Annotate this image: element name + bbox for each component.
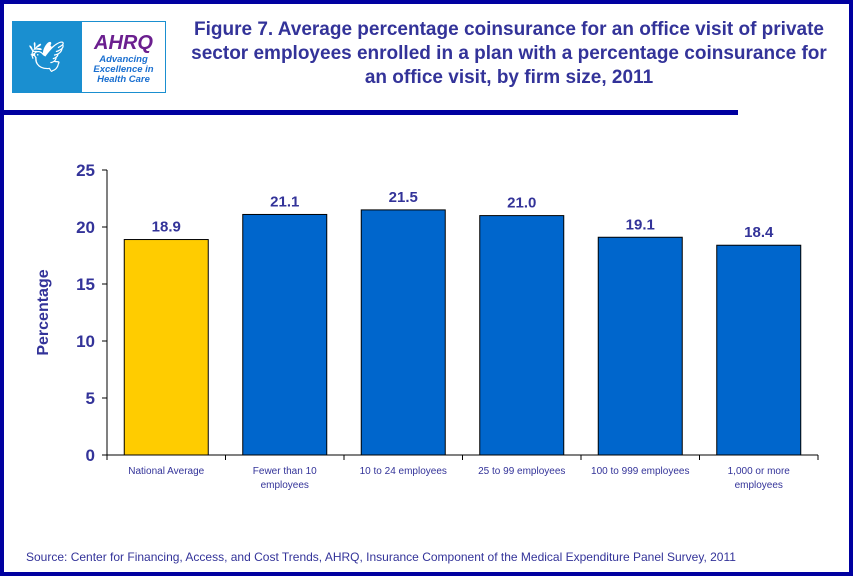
y-tick-label: 15 <box>76 275 95 294</box>
data-label: 18.4 <box>744 224 774 241</box>
y-axis-label: Percentage <box>35 269 52 355</box>
bar <box>716 244 802 456</box>
x-tick-label: employees <box>735 480 783 491</box>
ahrq-logo: 🕊 AHRQ Advancing Excellence in Health Ca… <box>12 21 166 93</box>
logo-tagline: Advancing Excellence in Health Care <box>93 54 154 85</box>
data-label: 18.9 <box>152 219 181 236</box>
data-label: 21.5 <box>389 189 418 206</box>
chart-title: Figure 7. Average percentage coinsurance… <box>191 19 827 88</box>
y-tick-label: 10 <box>76 332 95 351</box>
data-label: 21.1 <box>270 193 299 210</box>
logo-org: AHRQ <box>94 32 153 54</box>
bar <box>479 215 565 456</box>
header-divider <box>4 110 738 115</box>
bar <box>597 236 683 456</box>
data-label: 21.0 <box>507 195 536 212</box>
y-tick-label: 5 <box>86 389 95 408</box>
bar <box>123 239 209 456</box>
source-note: Source: Center for Financing, Access, an… <box>26 550 736 564</box>
x-tick-label: Fewer than 10 <box>253 466 317 477</box>
x-tick-label: National Average <box>128 466 204 477</box>
y-tick-label: 25 <box>76 161 95 180</box>
x-tick-label: employees <box>261 480 309 491</box>
y-tick-label: 0 <box>86 446 95 465</box>
x-tick-label: 100 to 999 employees <box>591 466 689 477</box>
data-label: 19.1 <box>626 216 655 233</box>
bar <box>242 213 328 456</box>
bar-chart: 0 5 10 15 20 25 Percentage 18.9 National Average… <box>35 161 819 491</box>
hhs-eagle-icon: 🕊 <box>12 21 81 93</box>
y-tick-label: 20 <box>76 218 95 237</box>
x-tick-label: 1,000 or more <box>728 466 791 477</box>
x-tick-label: 10 to 24 employees <box>360 466 447 477</box>
ahrq-wordmark: AHRQ Advancing Excellence in Health Care <box>81 21 166 93</box>
bar <box>360 209 446 456</box>
x-tick-label: 25 to 99 employees <box>478 466 565 477</box>
